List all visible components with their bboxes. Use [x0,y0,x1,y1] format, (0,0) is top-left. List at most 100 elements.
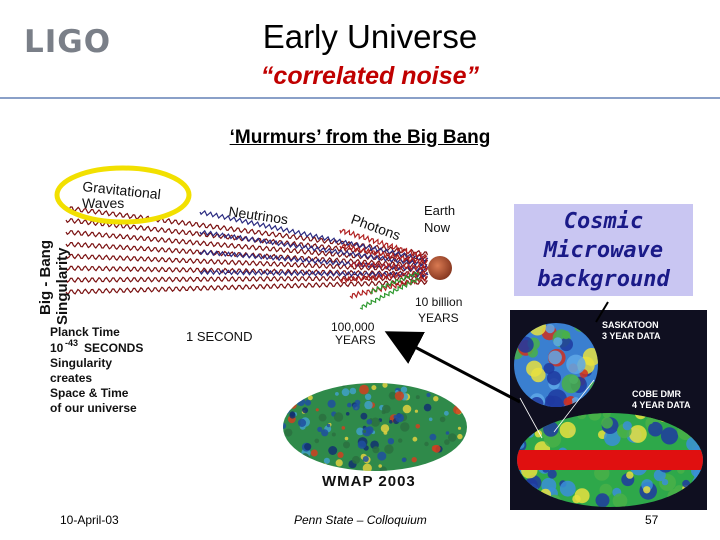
sky-map-blob [539,488,552,500]
planck-line-2: 10 [50,341,64,355]
cobe-saskatoon-panel: SASKATOON 3 YEAR DATA COBE DMR 4 YEAR DA… [510,310,707,510]
sky-map-blob [455,448,466,459]
wave-line [65,275,429,283]
sky-map-blob [326,423,331,428]
sky-map-blob [297,418,307,427]
sky-map-blob [444,439,450,445]
sky-map-blob [523,478,538,493]
sky-map-blob [410,383,415,387]
sky-map-blob [372,446,380,454]
cmb-line-2: Microwave [543,238,664,263]
sky-map-blob [362,463,372,471]
sky-map-blob [661,478,669,486]
sky-map-blob [362,456,369,462]
sky-map-blob [646,417,654,425]
sky-map-blob [526,429,535,438]
planck-line-1: Planck Time [50,325,120,339]
planck-line-6: Space & Time [50,386,129,400]
sky-map-blob [335,459,343,467]
wave-line [339,228,428,261]
slide-subtitle: “correlated noise” [260,62,480,90]
sky-map-blob [283,392,292,401]
sky-map-blob [653,469,666,482]
sky-map-blob [289,411,296,417]
wave-line [369,271,420,295]
sky-map-blob [341,388,350,397]
sky-map-blob [364,400,373,410]
photons-text: Photons [349,211,403,244]
saskatoon-years-text: 3 YEAR DATA [602,331,661,341]
wave-line [339,244,428,265]
one-second-text: 1 SECOND [186,329,252,344]
sky-map-blob [328,446,338,455]
earth-text: Earth [424,203,455,218]
sky-map-blob [545,324,555,334]
sky-map-blob [341,426,346,430]
cobe-text: COBE DMR [632,389,681,399]
sky-map-blob [377,451,387,461]
sky-map-blob [432,444,441,453]
sky-map-blob [331,432,336,437]
ligo-logo: LIGO [24,24,112,60]
sky-map-blob [394,391,405,401]
sky-map-blob [559,421,576,439]
header-rule [0,97,720,99]
sky-map-blob [690,421,703,435]
sky-map-blob [445,431,450,435]
sky-map-blob [601,417,613,429]
sky-map-blob [349,387,357,395]
sky-map-blob [457,385,467,395]
sky-map-blob [517,428,522,435]
sky-map-blob [573,323,588,332]
sky-map-blob [311,466,318,471]
sky-map-blob [431,465,440,471]
sky-map-blob [434,464,441,470]
sky-map-blob [344,436,349,441]
sky-map-blob [528,323,547,336]
sky-map-blob [309,383,319,388]
hundred-thousand-years-text: YEARS [335,333,376,347]
wmap-label: WMAP 2003 [322,473,416,490]
planck-line-7: of our universe [50,401,137,415]
sky-map-blob [314,438,320,444]
sky-map-blob [677,421,685,429]
wave-line [65,253,428,273]
big-bang-text: Big - Bang [37,240,54,315]
sky-map-blob [682,479,690,488]
sky-map-blob [589,381,598,392]
sky-map-blob [612,493,628,507]
sky-map-blob [283,406,291,414]
footer-venue: Penn State – Colloquium [294,513,427,527]
sky-map-blob [283,402,288,407]
sky-map-blob [302,407,309,414]
sky-map-blob [402,404,412,414]
sky-map-blob [559,480,576,497]
sky-map-blob [296,397,306,406]
sky-map-blob [364,393,372,400]
sky-map-blob [553,337,563,347]
sky-map-blob [566,354,586,374]
sky-map-blob [330,465,334,469]
big-bang-diagram: Big - Bang Singularity Gravitational Wav… [37,165,462,415]
wave-line [349,275,428,300]
singularity-label: Big - Bang Singularity [37,240,71,325]
sky-map-blob [461,383,465,386]
sky-map-blob [359,384,369,395]
sky-map-blob [360,412,368,420]
planck-time-block: Planck Time 10 -43 SECONDS Singularity c… [50,325,143,415]
sky-map-blob [629,425,647,443]
sky-map-blob [304,399,312,406]
sky-map-blob [561,330,571,340]
sky-map-blob [356,427,364,436]
sky-map-blob [337,451,344,458]
sky-map-blob [401,457,407,463]
sky-map-blob [643,486,651,494]
sky-map-blob [674,413,689,425]
sky-map-blob [323,457,330,464]
sky-map-blob [449,454,458,463]
sky-map-blob [310,383,321,393]
sky-map-blob [453,405,463,415]
sky-map-blob [572,494,581,504]
sky-map-blob [365,426,374,434]
sky-map-blob [448,433,457,442]
